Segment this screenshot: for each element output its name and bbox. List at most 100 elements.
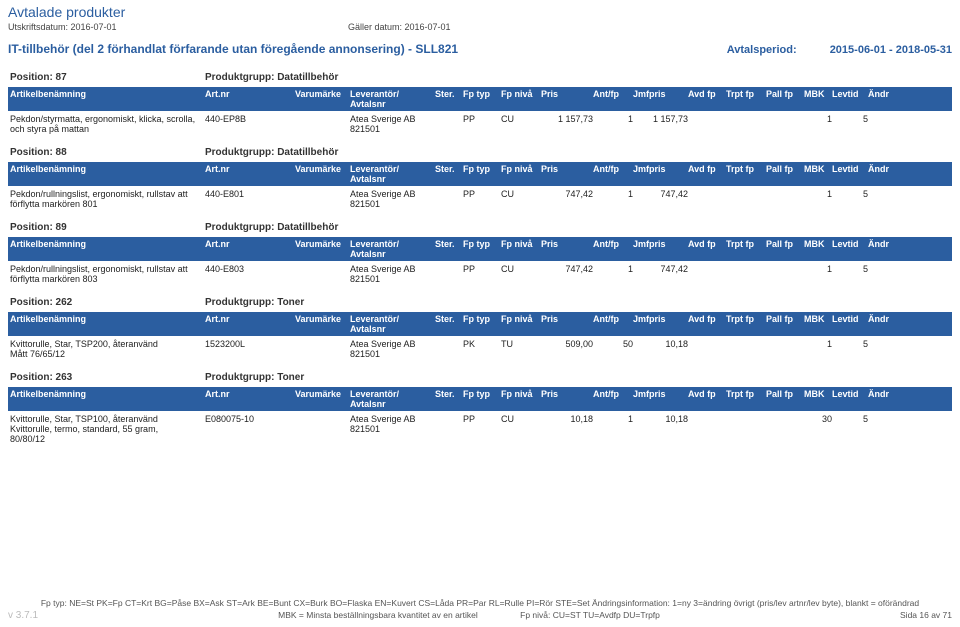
cell-fptyp: PP — [463, 264, 501, 284]
cell-fptyp: PP — [463, 414, 501, 444]
cell-fpniva: TU — [501, 339, 541, 359]
cell-article: Kvittorulle, Star, TSP100, återanvändKvi… — [10, 414, 205, 444]
cell-artnr: 440-E801 — [205, 189, 295, 209]
contract-period: Avtalsperiod: 2015-06-01 - 2018-05-31 — [727, 44, 952, 56]
position-row: Position: 88Produktgrupp: Datatillbehör — [8, 143, 952, 162]
cell-pris: 747,42 — [541, 264, 593, 284]
cell-andr — [868, 189, 900, 209]
cell-ster — [435, 114, 463, 134]
position-row: Position: 87Produktgrupp: Datatillbehör — [8, 68, 952, 87]
cell-levt: 5 — [832, 264, 868, 284]
table-row: Pekdon/styrmatta, ergonomiskt, klicka, s… — [8, 111, 952, 137]
cell-artnr: 440-E803 — [205, 264, 295, 284]
cell-ster — [435, 264, 463, 284]
cell-mbk: 1 — [804, 264, 832, 284]
table-header: ArtikelbenämningArt.nrVarumärkeLeverantö… — [8, 312, 952, 336]
cell-avd — [688, 414, 726, 444]
cell-pris: 1 157,73 — [541, 114, 593, 134]
cell-brand — [295, 414, 350, 444]
cell-fptyp: PP — [463, 114, 501, 134]
position-section: Position: 262Produktgrupp: Toner Artikelb… — [0, 287, 960, 362]
cell-artnr: 440-EP8B — [205, 114, 295, 134]
cell-mbk: 1 — [804, 189, 832, 209]
cell-ant: 1 — [593, 189, 633, 209]
cell-avd — [688, 339, 726, 359]
table-row: Kvittorulle, Star, TSP100, återanvändKvi… — [8, 411, 952, 447]
table-header: ArtikelbenämningArt.nrVarumärkeLeverantö… — [8, 162, 952, 186]
cell-pall — [766, 339, 804, 359]
cell-article: Pekdon/rullningslist, ergonomiskt, rulls… — [10, 189, 205, 209]
cell-andr — [868, 414, 900, 444]
cell-trp — [726, 114, 766, 134]
cell-ster — [435, 189, 463, 209]
cell-supplier: Atea Sverige AB821501 — [350, 114, 435, 134]
position-label: Position: 89 — [10, 222, 205, 233]
cell-article: Pekdon/rullningslist, ergonomiskt, rulls… — [10, 264, 205, 284]
position-section: Position: 87Produktgrupp: DatatillbehörA… — [0, 62, 960, 137]
cell-trp — [726, 414, 766, 444]
position-row: Position: 89Produktgrupp: Datatillbehör — [8, 218, 952, 237]
cell-levt: 5 — [832, 189, 868, 209]
cell-pall — [766, 114, 804, 134]
cell-levt: 5 — [832, 114, 868, 134]
productgroup-label: Produktgrupp: Datatillbehör — [205, 147, 338, 158]
cell-avd — [688, 114, 726, 134]
position-label: Position: 88 — [10, 147, 205, 158]
cell-mbk: 1 — [804, 114, 832, 134]
cell-fpniva: CU — [501, 114, 541, 134]
cell-article: Pekdon/styrmatta, ergonomiskt, klicka, s… — [10, 114, 205, 134]
cell-ant: 1 — [593, 414, 633, 444]
valid-date: Gäller datum: 2016-07-01 — [348, 22, 451, 32]
period-label: Avtalsperiod: — [727, 44, 797, 56]
productgroup-label: Produktgrupp: Datatillbehör — [205, 222, 338, 233]
cell-fpniva: CU — [501, 189, 541, 209]
position-section: Position: 89Produktgrupp: DatatillbehörA… — [0, 212, 960, 287]
page-number: Sida 16 av 71 — [900, 610, 952, 620]
cell-ant: 1 — [593, 114, 633, 134]
footer-mid: MBK = Minsta beställningsbara kvantitet … — [38, 610, 900, 620]
cell-andr — [868, 264, 900, 284]
cell-supplier: Atea Sverige AB821501 — [350, 339, 435, 359]
cell-trp — [726, 189, 766, 209]
cell-pall — [766, 264, 804, 284]
table-header: ArtikelbenämningArt.nrVarumärkeLeverantö… — [8, 87, 952, 111]
meta-row: Utskriftsdatum: 2016-07-01 Gäller datum:… — [8, 22, 952, 32]
period-value: 2015-06-01 - 2018-05-31 — [830, 44, 952, 56]
cell-pall — [766, 414, 804, 444]
cell-jmf: 747,42 — [633, 264, 688, 284]
cell-pris: 747,42 — [541, 189, 593, 209]
cell-mbk: 1 — [804, 339, 832, 359]
cell-pris: 509,00 — [541, 339, 593, 359]
cell-ster — [435, 339, 463, 359]
subheader: IT-tillbehör (del 2 förhandlat förfarand… — [0, 34, 960, 62]
position-section: Position: 88Produktgrupp: DatatillbehörA… — [0, 137, 960, 212]
cell-brand — [295, 339, 350, 359]
page-footer: Fp typ: NE=St PK=Fp CT=Krt BG=Påse BX=As… — [0, 594, 960, 627]
cell-avd — [688, 264, 726, 284]
cell-brand — [295, 114, 350, 134]
cell-jmf: 10,18 — [633, 414, 688, 444]
position-label: Position: 263 — [10, 372, 205, 383]
cell-jmf: 1 157,73 — [633, 114, 688, 134]
cell-trp — [726, 339, 766, 359]
footer-fpniva: Fp nivå: CU=ST TU=Avdfp DU=Trpfp — [520, 610, 660, 620]
cell-fptyp: PK — [463, 339, 501, 359]
productgroup-label: Produktgrupp: Datatillbehör — [205, 72, 338, 83]
footer-mbk: MBK = Minsta beställningsbara kvantitet … — [278, 610, 478, 620]
cell-brand — [295, 189, 350, 209]
sections-container: Position: 87Produktgrupp: DatatillbehörA… — [0, 62, 960, 447]
contract-title: IT-tillbehör (del 2 förhandlat förfarand… — [8, 42, 458, 56]
productgroup-label: Produktgrupp: Toner — [205, 297, 304, 308]
cell-trp — [726, 264, 766, 284]
productgroup-label: Produktgrupp: Toner — [205, 372, 304, 383]
table-row: Kvittorulle, Star, TSP200, återanvändMåt… — [8, 336, 952, 362]
footer-line2: v 3.7.1 MBK = Minsta beställningsbara kv… — [8, 610, 952, 621]
cell-jmf: 747,42 — [633, 189, 688, 209]
position-label: Position: 262 — [10, 297, 205, 308]
cell-ster — [435, 414, 463, 444]
position-section: Position: 263Produktgrupp: TonerArtikelb… — [0, 362, 960, 447]
cell-levt: 5 — [832, 414, 868, 444]
cell-fptyp: PP — [463, 189, 501, 209]
cell-mbk: 30 — [804, 414, 832, 444]
table-header: ArtikelbenämningArt.nrVarumärkeLeverantö… — [8, 237, 952, 261]
